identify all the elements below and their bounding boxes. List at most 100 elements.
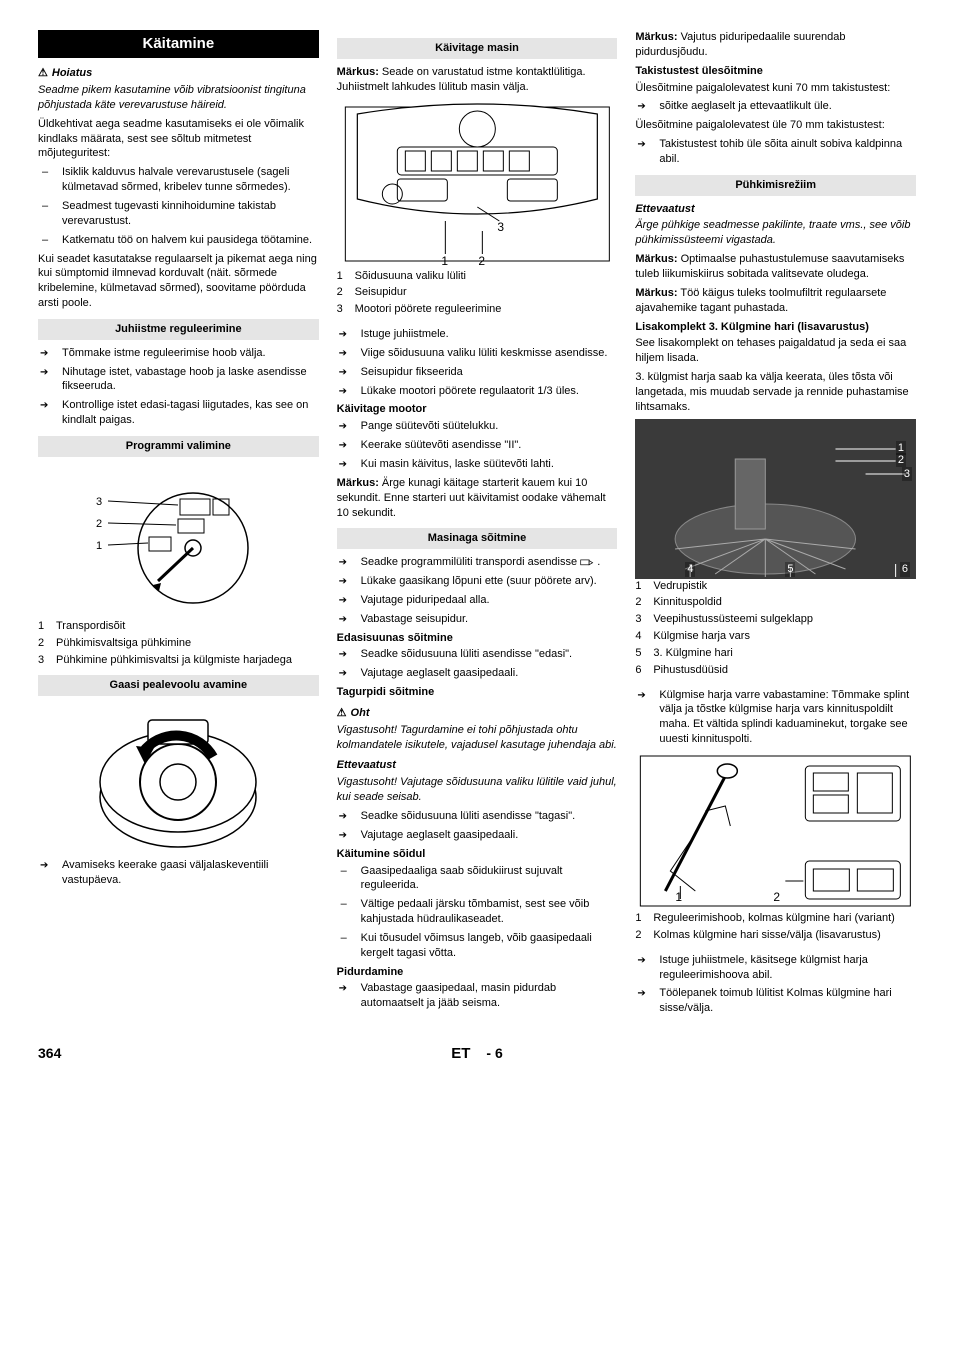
bold-paragraph: Takistustest ülesõitmine [635,64,916,79]
list-item: Seadke programmilüliti transpordi asendi… [351,555,618,570]
subheading: Masinaga sõitmine [337,528,618,549]
arrow-list: Tõmmake istme reguleerimise hoob välja. … [38,346,319,428]
list-item: Külgmise harja varre vabastamine: Tõmmak… [649,688,916,747]
hoiatus-label: Hoiatus [52,67,92,79]
list-item: Katkematu töö on halvem kui pausidega tö… [52,233,319,248]
svg-text:2: 2 [774,890,781,904]
paragraph: Märkus: Töö käigus tuleks toolmufiltrit … [635,286,916,316]
numbered-list: 1Reguleerimishoob, kolmas külgmine hari … [635,911,916,943]
page-number: 364 [38,1044,61,1063]
subheading: Pühkimisrežiim [635,175,916,196]
arrow-list: Avamiseks keerake gaasi väljalaskeventii… [38,858,319,888]
dashboard-figure: 1 2 3 [337,99,618,269]
caution-body: Vigastusoht! Vajutage sõidusuuna valiku … [337,775,618,805]
list-item: 1Transpordisõit [38,619,319,634]
arrow-list: Istuge juhiistmele. Viige sõidusuuna val… [337,327,618,398]
numbered-list: 1Vedrupistik 2Kinnituspoldid 3Veepihustu… [635,579,916,678]
list-item: Kontrollige istet edasi-tagasi liigutade… [52,398,319,428]
list-item: Seisupidur fikseerida [351,365,618,380]
bold-paragraph: Tagurpidi sõitmine [337,685,618,700]
bold-paragraph: Käivitage mootor [337,402,618,417]
list-item: 2Pühkimisvaltsiga pühkimine [38,636,319,651]
arrow-list: sõitke aeglaselt ja ettevaatlikult üle. [635,99,916,114]
list-item: Seadmest tugevasti kinnihoidumine takist… [52,199,319,229]
arrow-list: Istuge juhiistmele, käsitsege külgmist h… [635,953,916,1016]
program-dial-figure: 3 2 1 [38,463,319,613]
list-item: 2Kinnituspoldid [635,595,916,610]
paragraph: Üldkehtivat aega seadme kasutamiseks ei … [38,117,319,162]
list-item: Keerake süütevõti asendisse "II". [351,438,618,453]
list-item: Kui masin käivitus, laske süütevõti laht… [351,457,618,472]
transport-icon [580,557,594,567]
oht-label: Oht [351,707,370,719]
list-item: Avamiseks keerake gaasi väljalaskeventii… [52,858,319,888]
dash-list: Isiklik kalduvus halvale verevarustusele… [38,165,319,247]
arrow-list: Vabastage gaasipedaal, masin pidurdab au… [337,981,618,1011]
list-item: 6Pihustusdüüsid [635,663,916,678]
list-item: Tõmmake istme reguleerimise hoob välja. [52,346,319,361]
list-item: 1Reguleerimishoob, kolmas külgmine hari … [635,911,916,926]
svg-text:1: 1 [96,540,102,552]
dash-list: Gaasipedaaliga saab sõidukiirust sujuval… [337,864,618,961]
list-item: 2Seisupidur [337,285,618,300]
list-item: Istuge juhiistmele. [351,327,618,342]
danger-body: Vigastusoht! Tagurdamine ei tohi põhjust… [337,723,618,753]
list-item: 1Sõidusuuna valiku lüliti [337,269,618,284]
paragraph: 3. külgmist harja saab ka välja keerata,… [635,370,916,415]
lever-figure: 1 2 [635,751,916,911]
paragraph: Märkus: Optimaalse puhastustulemuse saav… [635,252,916,282]
bold-paragraph: Edasisuunas sõitmine [337,631,618,646]
warning-body: Seadme pikem kasutamine võib vibratsioon… [38,83,319,113]
arrow-list: Seadke sõidusuuna lüliti asendisse "taga… [337,809,618,843]
paragraph: Ülesõitmine paigalolevatest kuni 70 mm t… [635,81,916,96]
numbered-list: 1Transpordisõit 2Pühkimisvaltsiga pühkim… [38,619,319,668]
arrow-list: Takistustest tohib üle sõita ainult sobi… [635,137,916,167]
numbered-list: 1Sõidusuuna valiku lüliti 2Seisupidur 3M… [337,269,618,318]
brush-photo-figure: 1 2 3 4 5 6 [635,419,916,579]
paragraph: Kui seadet kasutatakse regulaarselt ja p… [38,252,319,311]
paragraph: See lisakomplekt on tehases paigaldatud … [635,336,916,366]
list-item: Gaasipedaaliga saab sõidukiirust sujuval… [351,864,618,894]
list-item: 3Veepihustussüsteemi sulgeklapp [635,612,916,627]
list-item: 53. Külgmine hari [635,646,916,661]
list-item: Kui tõusudel võimsus langeb, võib gaasip… [351,931,618,961]
bold-paragraph: Lisakomplekt 3. Külgmine hari (lisavarus… [635,320,916,335]
subheading: Programmi valimine [38,436,319,457]
arrow-list: Seadke programmilüliti transpordi asendi… [337,555,618,626]
list-item: Seadke sõidusuuna lüliti asendisse "edas… [351,647,618,662]
list-item: 3Pühkimine pühkimisvaltsi ja külgmiste h… [38,653,319,668]
list-item: Vabastage seisupidur. [351,612,618,627]
arrow-list: Pange süütevõti süütelukku. Keerake süüt… [337,419,618,472]
page-footer: 364 ET - 6 [38,1044,916,1063]
arrow-list: Külgmise harja varre vabastamine: Tõmmak… [635,688,916,747]
sub-page: - 6 [486,1045,502,1061]
svg-text:1: 1 [441,254,448,268]
list-item: Takistustest tohib üle sõita ainult sobi… [649,137,916,167]
paragraph: Märkus: Ärge kunagi käitage starterit ka… [337,476,618,521]
list-item: Lükake mootori pöörete regulaatorit 1/3 … [351,384,618,399]
list-item: Nihutage istet, vabastage hoob ja laske … [52,365,319,395]
list-item: 2Kolmas külgmine hari sisse/välja (lisav… [635,928,916,943]
list-item: Istuge juhiistmele, käsitsege külgmist h… [649,953,916,983]
list-item: 4Külgmise harja vars [635,629,916,644]
list-item: Vältige pedaali järsku tõmbamist, sest s… [351,897,618,927]
gas-valve-figure [38,702,319,852]
svg-text:3: 3 [497,220,504,234]
list-item: Pange süütevõti süütelukku. [351,419,618,434]
list-item: Isiklik kalduvus halvale verevarustusele… [52,165,319,195]
lang-code: ET [451,1045,470,1062]
list-item: Vajutage piduripedaal alla. [351,593,618,608]
list-item: Vajutage aeglaselt gaasipedaali. [351,666,618,681]
paragraph: Märkus: Vajutus piduripedaalile suurenda… [635,30,916,60]
caution-heading: Ettevaatust [635,202,916,217]
caution-heading: Ettevaatust [337,758,618,773]
arrow-list: Seadke sõidusuuna lüliti asendisse "edas… [337,647,618,681]
list-item: Seadke sõidusuuna lüliti asendisse "taga… [351,809,618,824]
paragraph: Ülesõitmine paigalolevatest üle 70 mm ta… [635,118,916,133]
svg-text:2: 2 [96,518,102,530]
list-item: Vabastage gaasipedaal, masin pidurdab au… [351,981,618,1011]
caution-body: Ärge pühkige seadmesse pakilinte, traate… [635,218,916,248]
subheading: Gaasi pealevoolu avamine [38,675,319,696]
danger-heading: ⚠Oht [337,706,618,721]
bold-paragraph: Pidurdamine [337,965,618,980]
